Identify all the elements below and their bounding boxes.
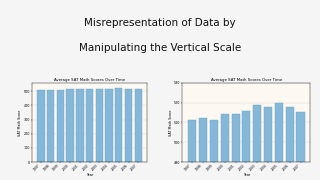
Bar	[37, 90, 44, 162]
Bar	[242, 111, 251, 180]
Text: Misrepresentation of Data by: Misrepresentation of Data by	[84, 18, 236, 28]
Bar	[231, 114, 240, 180]
Bar	[188, 120, 196, 180]
Bar	[210, 120, 218, 180]
Text: Manipulating the Vertical Scale: Manipulating the Vertical Scale	[79, 43, 241, 53]
Bar	[275, 103, 283, 180]
Bar	[253, 105, 261, 180]
Bar	[105, 89, 113, 162]
Bar	[135, 89, 142, 162]
Bar	[125, 89, 132, 162]
X-axis label: Year: Year	[243, 173, 250, 177]
Bar	[57, 90, 64, 162]
Title: Average SAT Math Scores Over Time: Average SAT Math Scores Over Time	[211, 78, 282, 82]
Bar	[115, 88, 123, 162]
X-axis label: Year: Year	[86, 173, 93, 177]
Bar	[296, 112, 305, 180]
Bar	[96, 89, 103, 162]
Y-axis label: SAT Math Score: SAT Math Score	[19, 109, 22, 136]
Bar	[67, 89, 74, 162]
Title: Average SAT Math Scores Over Time: Average SAT Math Scores Over Time	[54, 78, 125, 82]
Bar	[264, 107, 272, 180]
Bar	[76, 89, 84, 162]
Bar	[286, 107, 294, 180]
Bar	[47, 90, 54, 162]
Bar	[221, 114, 229, 180]
Bar	[86, 89, 93, 162]
Y-axis label: SAT Math Score: SAT Math Score	[169, 109, 173, 136]
Bar	[199, 118, 207, 180]
